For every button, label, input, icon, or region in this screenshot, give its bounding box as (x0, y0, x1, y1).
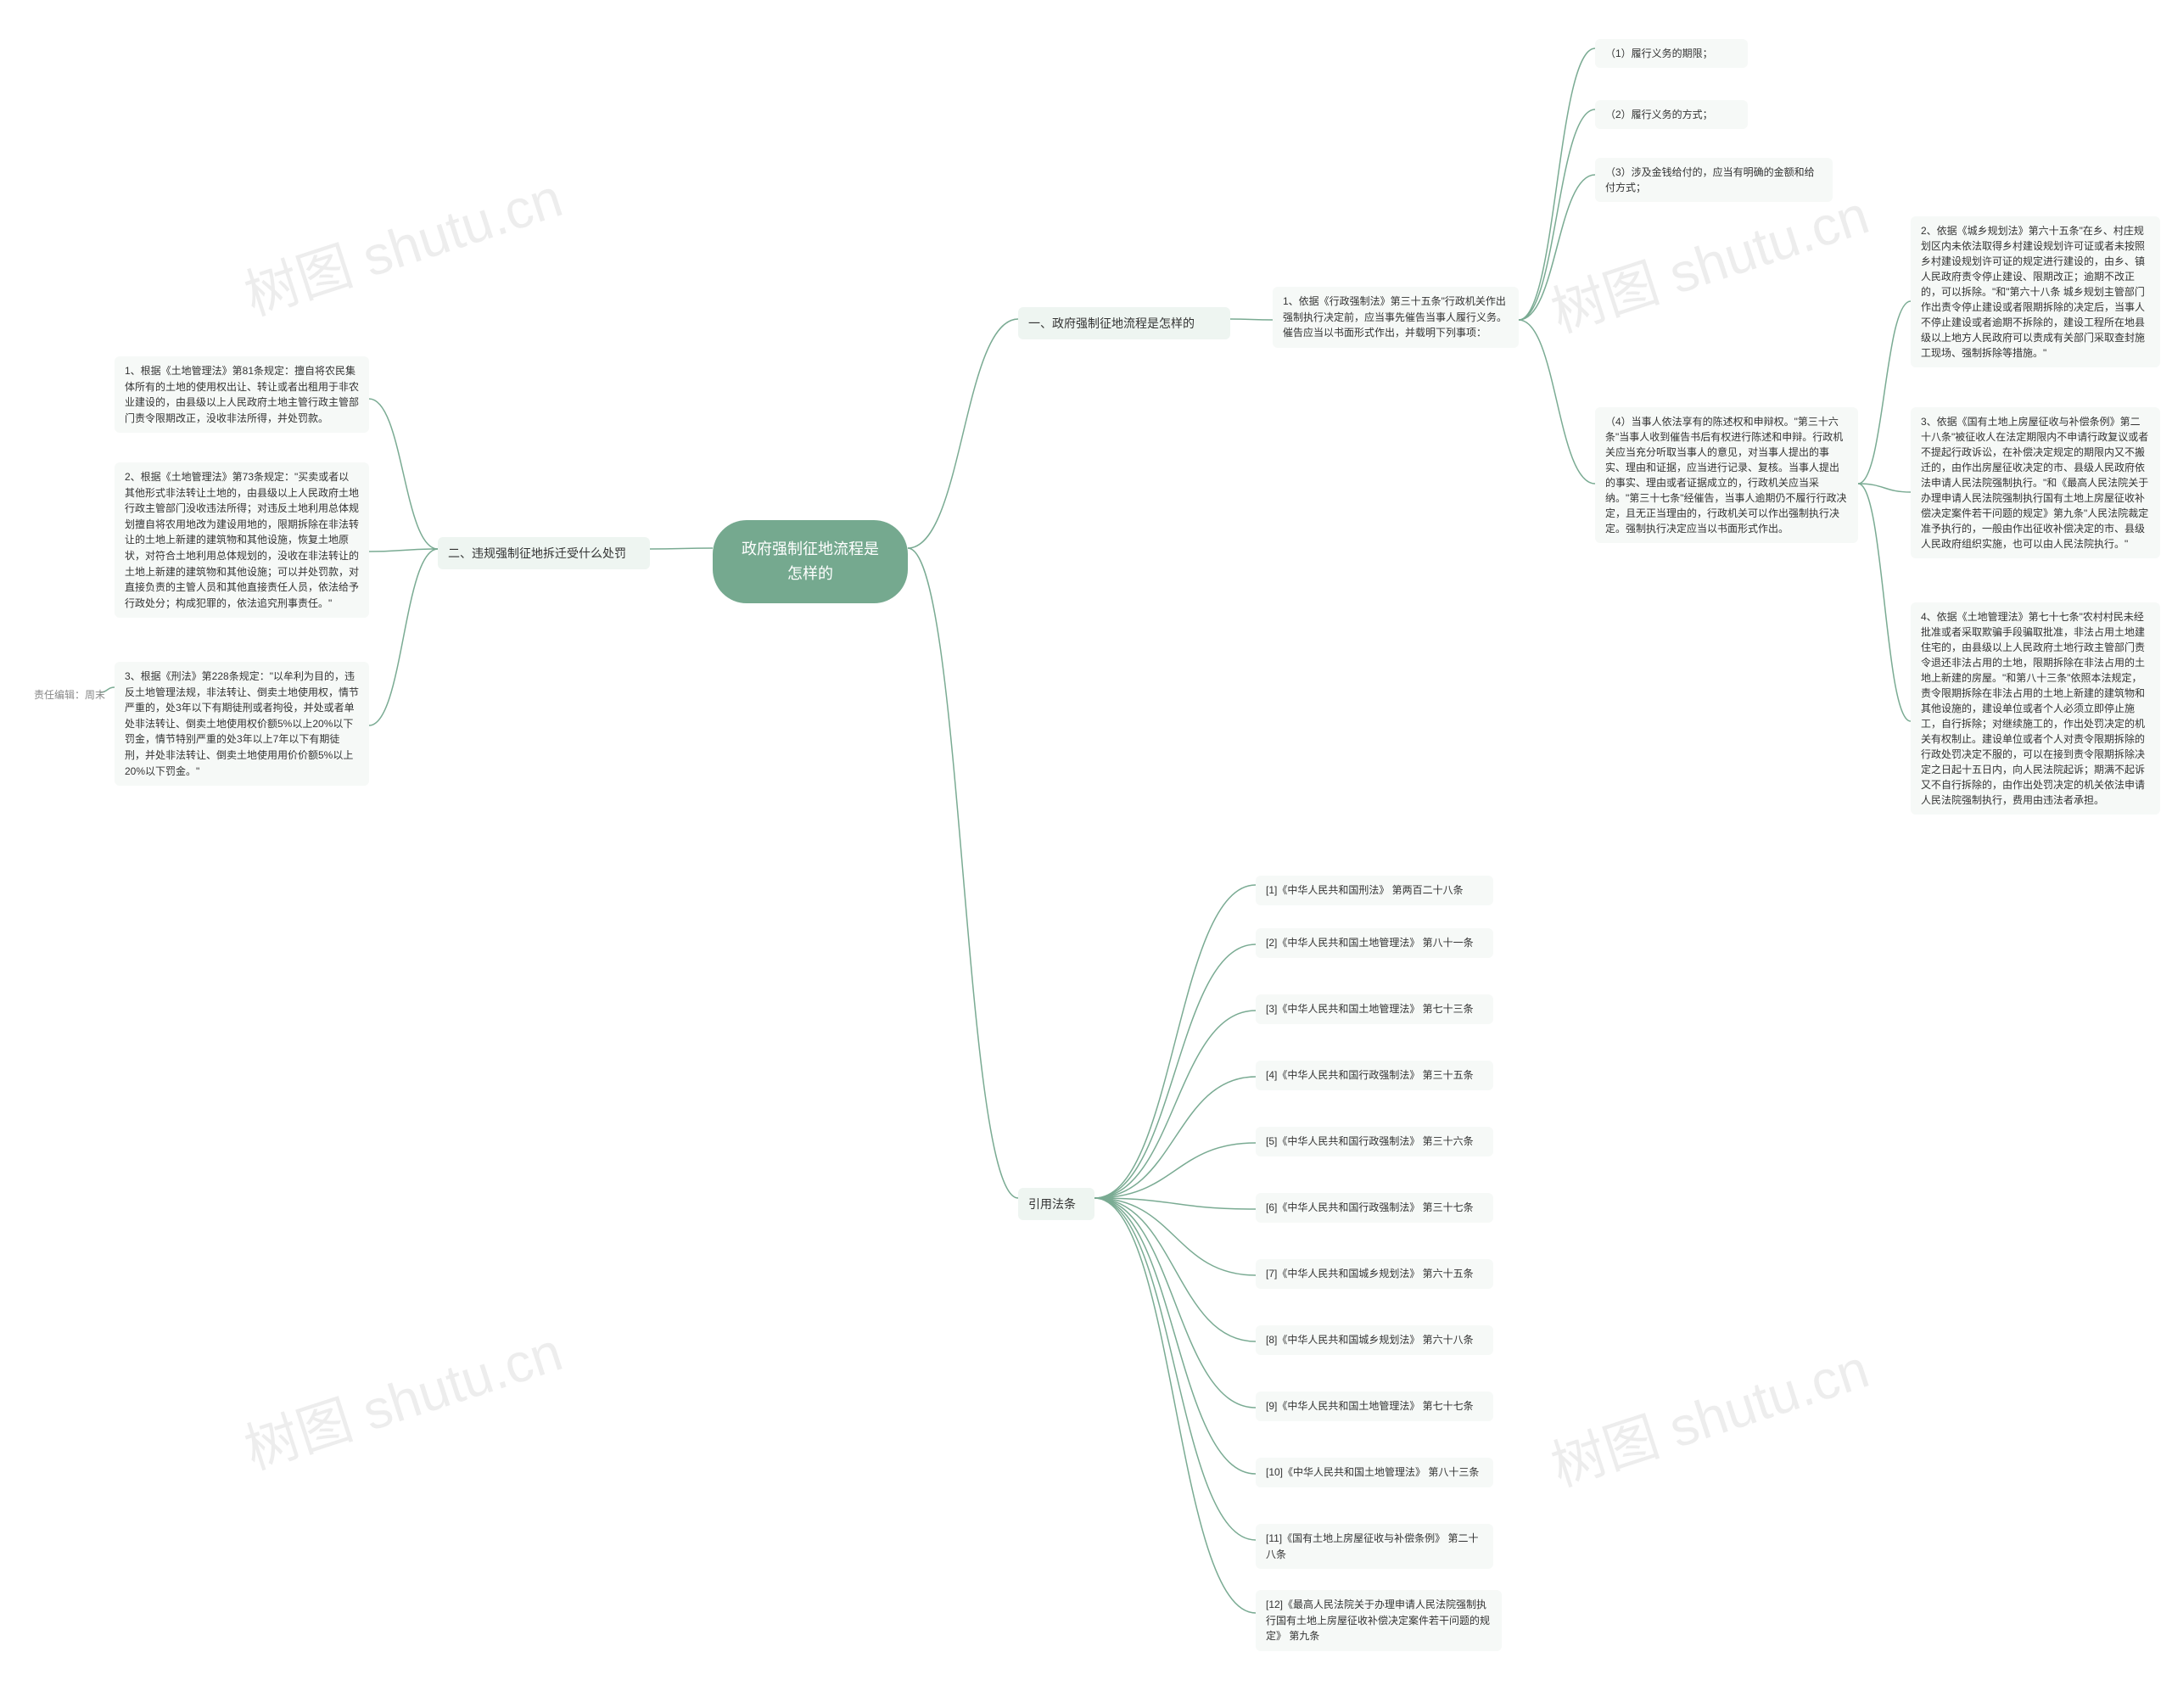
edge (1094, 944, 1256, 1198)
edge (1230, 319, 1273, 320)
edge-canvas (0, 0, 2172, 1708)
s1c1b: （2）履行义务的方式； (1595, 100, 1748, 129)
s1d2: 2、依据《城乡规划法》第六十五条"在乡、村庄规划区内未依法取得乡村建设规划许可证… (1911, 216, 2160, 367)
edge (1519, 48, 1595, 320)
editor-credit: 责任编辑：周末 (34, 687, 105, 702)
r11: [11]《国有土地上房屋征收与补偿条例》 第二十八条 (1256, 1524, 1493, 1569)
edge (650, 548, 713, 549)
edge (369, 549, 438, 725)
s1c1d: （4）当事人依法享有的陈述权和申辩权。"第三十六条"当事人收到催告书后有权进行陈… (1595, 407, 1858, 543)
r3: [3]《中华人民共和国土地管理法》 第七十三条 (1256, 994, 1493, 1024)
edge (1094, 1198, 1256, 1613)
edge (1858, 484, 1911, 721)
edge (908, 319, 1018, 548)
r10: [10]《中华人民共和国土地管理法》 第八十三条 (1256, 1458, 1493, 1487)
r2: [2]《中华人民共和国土地管理法》 第八十一条 (1256, 928, 1493, 958)
edge (1519, 109, 1595, 320)
edge (1858, 301, 1911, 484)
sec3: 引用法条 (1018, 1188, 1094, 1220)
r8: [8]《中华人民共和国城乡规划法》 第六十八条 (1256, 1325, 1493, 1355)
s2c3: 3、根据《刑法》第228条规定："以牟利为目的，违反土地管理法规，非法转让、倒卖… (115, 662, 369, 786)
r5: [5]《中华人民共和国行政强制法》 第三十六条 (1256, 1127, 1493, 1156)
r7: [7]《中华人民共和国城乡规划法》 第六十五条 (1256, 1259, 1493, 1289)
edge (1519, 320, 1595, 484)
r12: [12]《最高人民法院关于办理申请人民法院强制执行国有土地上房屋征收补偿决定案件… (1256, 1590, 1502, 1651)
s2c2: 2、根据《土地管理法》第73条规定："买卖或者以其他形式非法转让土地的，由县级以… (115, 462, 369, 618)
s2c1: 1、根据《土地管理法》第81条规定：擅自将农民集体所有的土地的使用权出让、转让或… (115, 356, 369, 433)
edge (1094, 1198, 1256, 1540)
edge (1094, 1077, 1256, 1198)
center-topic: 政府强制征地流程是怎样的 (713, 520, 908, 603)
s1d4: 4、依据《土地管理法》第七十七条"农村村民未经批准或者采取欺骗手段骗取批准，非法… (1911, 602, 2160, 815)
edge (1094, 1198, 1256, 1341)
sec2: 二、违规强制征地拆迁受什么处罚 (438, 537, 650, 569)
s1c1c: （3）涉及金钱给付的，应当有明确的金额和给付方式； (1595, 158, 1833, 202)
s1c1a: （1）履行义务的期限； (1595, 39, 1748, 68)
r4: [4]《中华人民共和国行政强制法》 第三十五条 (1256, 1061, 1493, 1090)
edge (369, 399, 438, 549)
r6: [6]《中华人民共和国行政强制法》 第三十七条 (1256, 1193, 1493, 1223)
edge (908, 548, 1018, 1198)
s1c1: 1、依据《行政强制法》第三十五条"行政机关作出强制执行决定前，应当事先催告当事人… (1273, 287, 1519, 348)
sec1: 一、政府强制征地流程是怎样的 (1018, 307, 1230, 339)
r9: [9]《中华人民共和国土地管理法》 第七十七条 (1256, 1392, 1493, 1421)
edge (1094, 1198, 1256, 1408)
r1: [1]《中华人民共和国刑法》 第两百二十八条 (1256, 876, 1493, 905)
s1d3: 3、依据《国有土地上房屋征收与补偿条例》第二十八条"被征收人在法定期限内不申请行… (1911, 407, 2160, 558)
edge (1519, 175, 1595, 320)
edge (1094, 885, 1256, 1198)
edge (369, 549, 438, 552)
